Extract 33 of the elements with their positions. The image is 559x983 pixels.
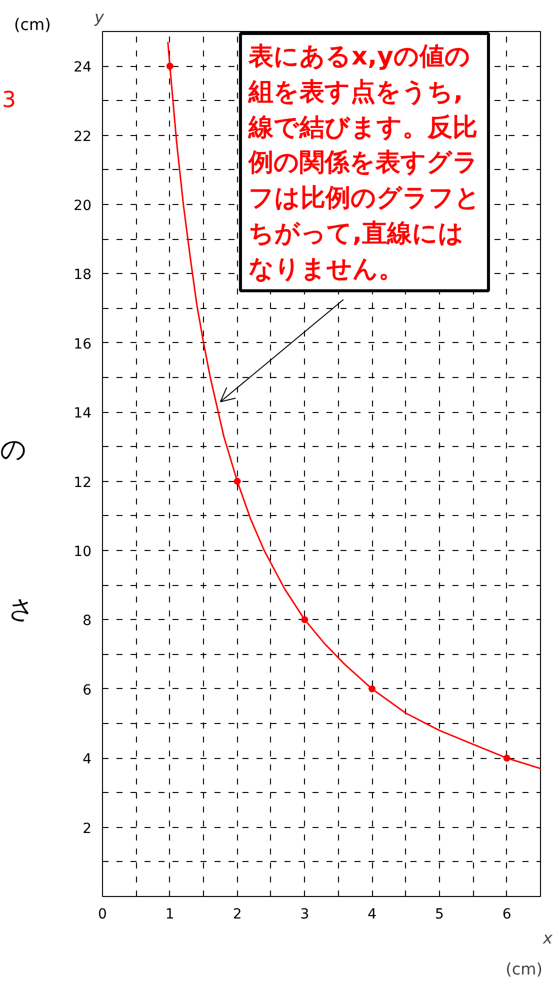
y-tick-label: 12: [74, 474, 92, 491]
text: (cm): [506, 960, 543, 978]
y-tick-label: 18: [74, 267, 92, 284]
text: 3: [2, 87, 16, 115]
point: [234, 478, 241, 485]
y-tick-label: 10: [74, 544, 92, 560]
point: [503, 754, 510, 762]
x-tick-label: 6: [502, 906, 512, 922]
x-tick-label: 2: [232, 906, 242, 922]
y-tick-label: 22: [74, 128, 92, 145]
y-tick-label: 6: [82, 682, 92, 698]
x-tick-label: 3: [300, 906, 310, 922]
point: [301, 616, 308, 624]
x-tick-label: 5: [434, 906, 444, 922]
y-tick-label: 4: [82, 752, 92, 768]
y-tick-label: 24: [74, 60, 92, 76]
text: の: [0, 434, 27, 467]
y-tick-label: 2: [82, 820, 92, 837]
x-tick-label: 0: [98, 906, 107, 922]
point: [166, 62, 174, 70]
y-tick-label: 16: [74, 336, 92, 352]
y-tick-label: 14: [74, 406, 92, 422]
annotation: 表にあるx,yの値の組を表す点をうち,線で結びます。反比例の関係を表すグラフは比例のグラフとちがって,直線にはなりません。: [247, 42, 480, 283]
text: さ: [8, 594, 35, 627]
y-axis-title: y: [94, 8, 104, 26]
x-tick-label: 1: [165, 906, 174, 922]
text: (cm): [14, 14, 51, 36]
x-tick-label: 4: [368, 906, 377, 922]
x-axis-title: x: [542, 928, 554, 948]
line-series: [167, 41, 540, 770]
y-tick-label: 20: [74, 198, 92, 214]
y-tick-label: 8: [82, 613, 92, 630]
point: [368, 685, 376, 692]
